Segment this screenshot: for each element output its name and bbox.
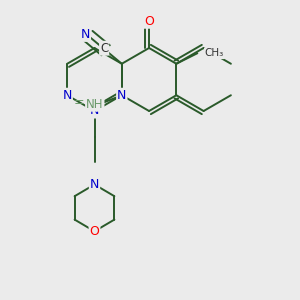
Text: O: O bbox=[144, 15, 154, 28]
Text: N: N bbox=[117, 89, 127, 102]
Text: =: = bbox=[74, 96, 84, 109]
Text: N: N bbox=[81, 28, 90, 41]
Text: NH: NH bbox=[86, 98, 104, 111]
Text: C: C bbox=[100, 42, 108, 55]
Text: N: N bbox=[62, 89, 72, 102]
Text: O: O bbox=[90, 225, 99, 238]
Text: N: N bbox=[90, 104, 99, 118]
Text: N: N bbox=[90, 178, 99, 191]
Text: CH₃: CH₃ bbox=[205, 48, 224, 58]
